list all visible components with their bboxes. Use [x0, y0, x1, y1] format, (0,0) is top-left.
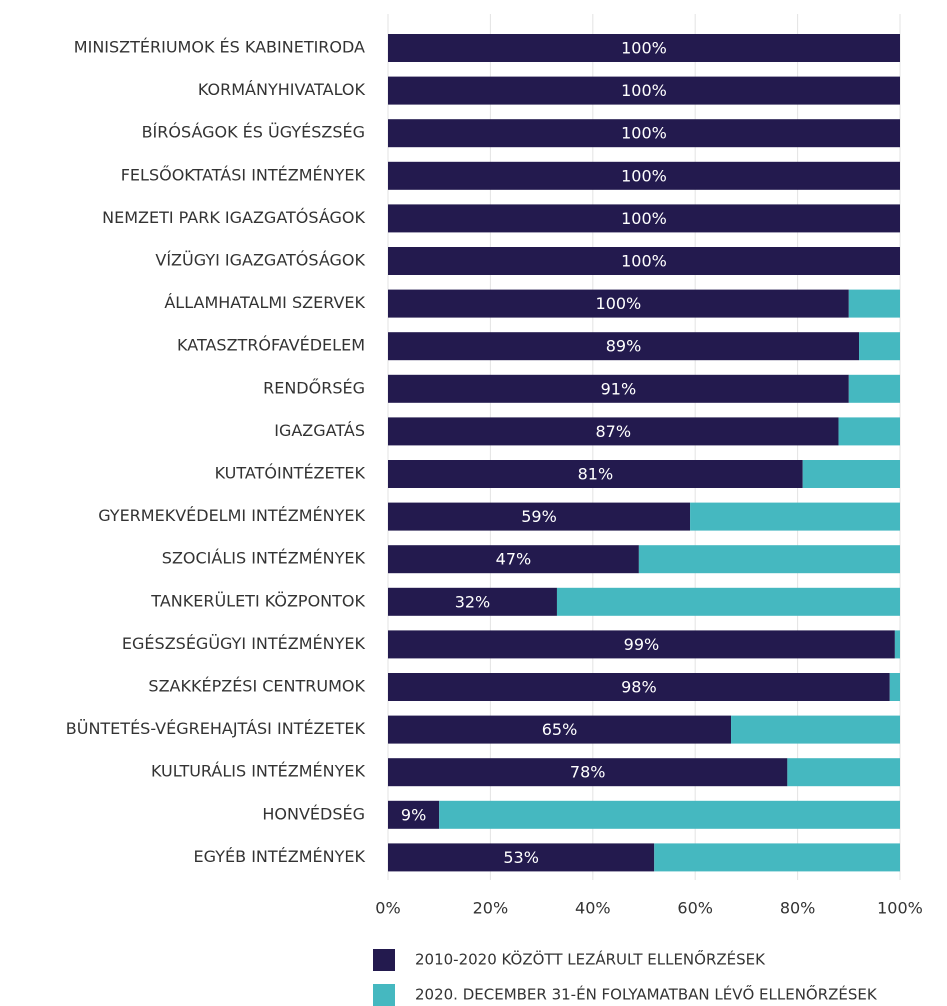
data-label: 9%: [401, 805, 426, 824]
y-tick-label: MINISZTÉRIUMOK ÉS KABINETIRODA: [74, 38, 365, 57]
bar-segment: [388, 204, 900, 233]
bar-segment: [690, 502, 900, 531]
x-tick-label: 80%: [780, 899, 816, 918]
data-label: 100%: [621, 81, 667, 100]
bar-segment: [388, 76, 900, 105]
bar-segment: [848, 289, 900, 318]
bar-segment: [388, 161, 900, 190]
x-tick-label: 20%: [473, 899, 509, 918]
legend-label: 2010-2020 KÖZÖTT LEZÁRULT ELLENŐRZÉSEK: [415, 949, 766, 969]
y-tick-label: EGÉSZSÉGÜGYI INTÉZMÉNYEK: [122, 634, 366, 653]
legend-swatch: [373, 984, 395, 1006]
y-tick-label: HONVÉDSÉG: [262, 804, 365, 823]
y-tick-label: RENDŐRSÉG: [263, 377, 365, 397]
bar-segment: [388, 673, 890, 701]
bar-segment: [388, 758, 788, 787]
bar-segment: [388, 332, 860, 361]
bar-segment: [654, 843, 900, 872]
y-tick-label: GYERMEKVÉDELMI INTÉZMÉNYEK: [98, 506, 365, 525]
y-tick-label: VÍZÜGYI IGAZGATÓSÁGOK: [155, 251, 365, 270]
bar-segment: [388, 843, 655, 872]
data-label: 100%: [621, 209, 667, 228]
bar-segment: [388, 460, 803, 488]
bar-segment: [388, 119, 900, 148]
bar-segment: [388, 630, 895, 659]
bar-segment: [848, 374, 900, 403]
y-tick-label: KUTATÓINTÉZETEK: [215, 464, 366, 483]
data-label: 98%: [621, 678, 657, 697]
y-tick-label: BÜNTETÉS-VÉGREHAJTÁSI INTÉZETEK: [66, 719, 366, 738]
bar-segment: [388, 374, 849, 403]
data-label: 100%: [621, 124, 667, 143]
data-label: 53%: [503, 848, 539, 867]
bar-segment: [859, 332, 900, 361]
data-label: 89%: [606, 337, 642, 356]
y-tick-label: KULTURÁLIS INTÉZMÉNYEK: [151, 762, 366, 781]
data-label: 100%: [621, 39, 667, 58]
y-tick-label: KATASZTRÓFAVÉDELEM: [177, 336, 365, 355]
data-label: 100%: [621, 166, 667, 185]
bar-segment: [894, 630, 900, 659]
bar-segment: [889, 673, 900, 701]
legend-label: 2020. DECEMBER 31-ÉN FOLYAMATBAN LÉVŐ EL…: [415, 984, 878, 1004]
legend-swatch: [373, 949, 395, 971]
bar-segment: [787, 758, 900, 787]
bar-segment: [556, 587, 900, 616]
data-label: 32%: [455, 592, 491, 611]
y-tick-label: SZAKKÉPZÉSI CENTRUMOK: [148, 677, 365, 696]
bar-segment: [388, 502, 691, 531]
data-label: 91%: [601, 379, 637, 398]
bar-segment: [388, 417, 839, 446]
data-label: 100%: [596, 294, 642, 313]
y-tick-label: EGYÉB INTÉZMÉNYEK: [194, 847, 366, 866]
bar-segment: [638, 545, 900, 574]
data-label: 99%: [624, 635, 660, 654]
bar-segment: [388, 247, 900, 275]
x-tick-label: 60%: [677, 899, 713, 918]
y-tick-label: BÍRÓSÁGOK ÉS ÜGYÉSZSÉG: [142, 123, 365, 142]
y-tick-label: TANKERÜLETI KÖZPONTOK: [150, 591, 365, 610]
bar-segment: [388, 545, 639, 574]
bar-segment: [731, 715, 900, 744]
x-tick-label: 100%: [877, 899, 923, 918]
y-tick-label: IGAZGATÁS: [274, 421, 365, 440]
x-tick-label: 0%: [375, 899, 400, 918]
y-tick-label: ÁLLAMHATALMI SZERVEK: [164, 293, 365, 312]
data-label: 78%: [570, 763, 606, 782]
bar-segment: [838, 417, 900, 446]
y-tick-label: SZOCIÁLIS INTÉZMÉNYEK: [162, 549, 366, 568]
data-label: 47%: [496, 550, 532, 569]
data-label: 87%: [595, 422, 631, 441]
y-tick-label: FELSŐOKTATÁSI INTÉZMÉNYEK: [121, 164, 366, 184]
data-label: 59%: [521, 507, 557, 526]
bar-segment: [388, 715, 732, 744]
bar-segment: [388, 800, 440, 829]
bar-segment: [802, 460, 900, 488]
data-label: 65%: [542, 720, 578, 739]
data-label: 81%: [578, 465, 614, 484]
y-tick-label: NEMZETI PARK IGAZGATÓSÁGOK: [102, 208, 365, 227]
bar-segment: [388, 34, 900, 62]
x-tick-label: 40%: [575, 899, 611, 918]
bar-segment: [388, 289, 849, 318]
bar-segment: [439, 800, 900, 829]
y-tick-label: KORMÁNYHIVATALOK: [198, 80, 366, 99]
bar-segment: [388, 587, 557, 616]
data-label: 100%: [621, 252, 667, 271]
